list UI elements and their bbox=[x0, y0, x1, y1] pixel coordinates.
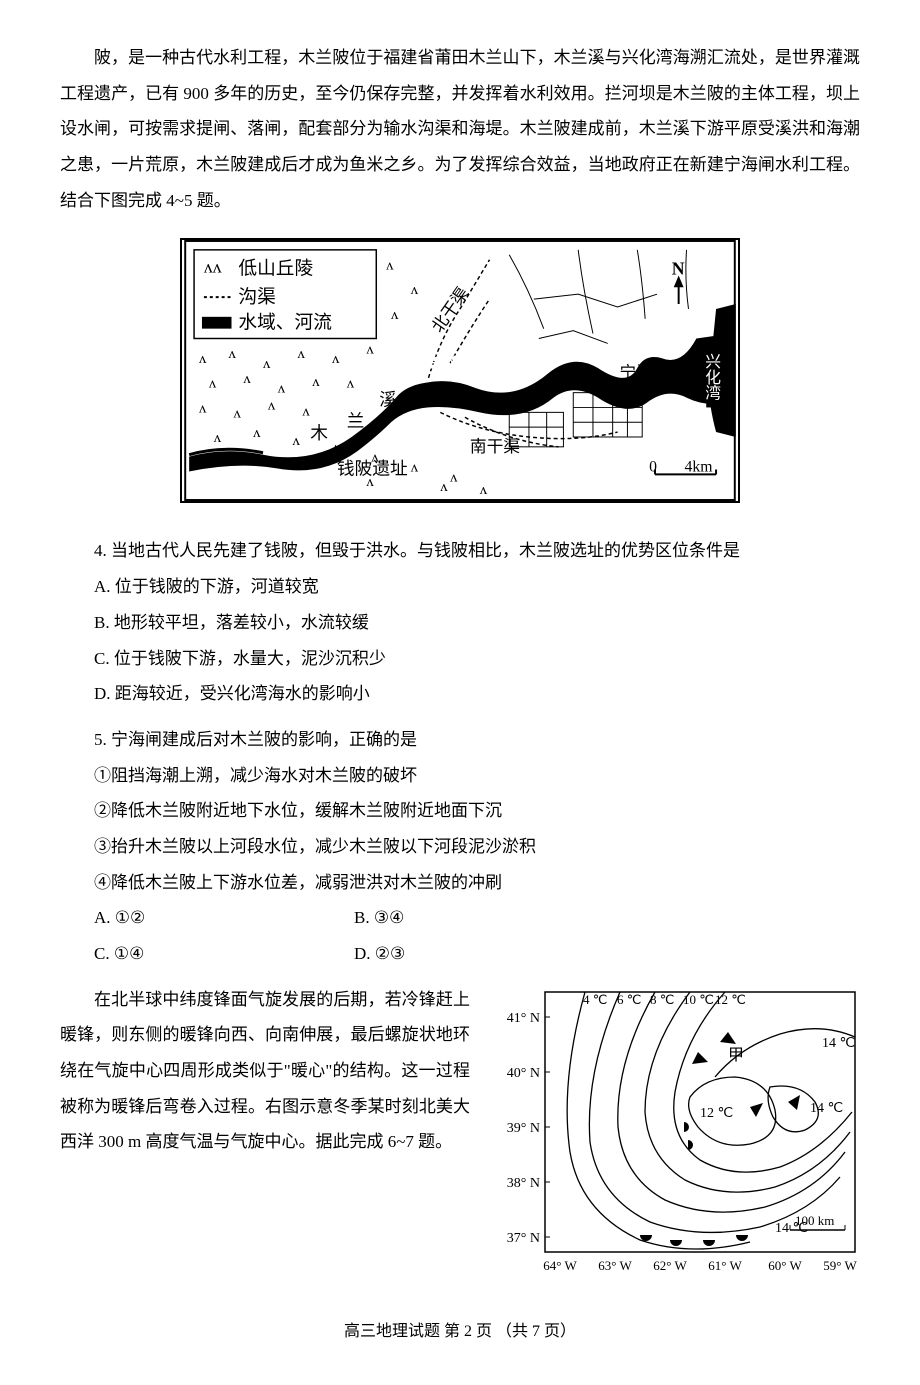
svg-text:ᴧ: ᴧ bbox=[297, 347, 305, 363]
q5-s2: ②降低木兰陂附近地下水位，缓解木兰陂附近地面下沉 bbox=[60, 793, 860, 829]
svg-text:ᴧ: ᴧ bbox=[366, 342, 374, 358]
svg-text:ᴧ: ᴧ bbox=[411, 460, 419, 476]
passage-2-p: 在北半球中纬度锋面气旋发展的后期，若冷锋赶上暖锋，则东侧的暖锋向西、向南伸展，最… bbox=[60, 982, 470, 1160]
q4-prompt: 4. 当地古代人民先建了钱陂，但毁于洪水。与钱陂相比，木兰陂选址的优势区位条件是 bbox=[60, 533, 860, 569]
svg-text:37° N: 37° N bbox=[507, 1231, 540, 1246]
svg-text:ᴧ: ᴧ bbox=[386, 258, 394, 274]
svg-text:ᴧ: ᴧ bbox=[450, 470, 458, 486]
svg-text:ᴧ: ᴧ bbox=[199, 352, 207, 368]
footer-text: 高三地理试题 第 2 页 （共 7 页） bbox=[344, 1323, 576, 1340]
svg-text:10 ℃: 10 ℃ bbox=[683, 992, 714, 1007]
svg-text:ᴧ: ᴧ bbox=[263, 356, 271, 372]
q5-optD: D. ②③ bbox=[320, 936, 580, 972]
svg-text:63° W: 63° W bbox=[598, 1258, 632, 1273]
svg-text:ᴧ: ᴧ bbox=[268, 398, 276, 414]
question-5: 5. 宁海闸建成后对木兰陂的影响，正确的是 ①阻挡海潮上溯，减少海水对木兰陂的破… bbox=[60, 722, 860, 972]
map-svg: ᴧᴧ 低山丘陵 沟渠 水域、河流 ᴧᴧᴧᴧᴧᴧ ᴧᴧᴧᴧᴧ ᴧᴧᴧᴧ ᴧᴧᴧᴧᴧ… bbox=[180, 238, 740, 503]
svg-text:ᴧ: ᴧ bbox=[209, 376, 217, 392]
svg-text:ᴧ: ᴧ bbox=[440, 480, 448, 496]
svg-text:60° W: 60° W bbox=[768, 1258, 802, 1273]
q5-optA: A. ①② bbox=[60, 900, 320, 936]
svg-text:ᴧ: ᴧ bbox=[243, 371, 251, 387]
q5-prompt: 5. 宁海闸建成后对木兰陂的影响，正确的是 bbox=[60, 722, 860, 758]
q5-s4: ④降低木兰陂上下游水位差，减弱泄洪对木兰陂的冲刷 bbox=[60, 865, 860, 901]
q5-s3: ③抬升木兰陂以上河段水位，减少木兰陂以下河段泥沙淤积 bbox=[60, 829, 860, 865]
chart-scale: 100 km bbox=[795, 1213, 834, 1228]
map-label-bay: 兴化湾 bbox=[703, 354, 721, 402]
svg-text:ᴧ: ᴧ bbox=[214, 430, 222, 446]
legend-water-label: 水域、河流 bbox=[238, 313, 332, 334]
map-label-mu: 木 bbox=[310, 423, 328, 443]
page-footer: 高三地理试题 第 2 页 （共 7 页） bbox=[60, 1317, 860, 1341]
q5-optB: B. ③④ bbox=[320, 900, 580, 936]
svg-text:ᴧ: ᴧ bbox=[229, 347, 237, 363]
cyclone-svg: 41° N 40° N 39° N 38° N 37° N 64° W 63° … bbox=[490, 982, 860, 1282]
t12-inner: 12 ℃ bbox=[700, 1106, 733, 1121]
scale-dist: 4km bbox=[685, 459, 713, 476]
svg-text:ᴧ: ᴧ bbox=[233, 406, 241, 422]
map-label-lan: 兰 bbox=[347, 412, 365, 432]
t14-inner: 14 ℃ bbox=[810, 1101, 843, 1116]
svg-text:64° W: 64° W bbox=[543, 1258, 577, 1273]
legend-canals-label: 沟渠 bbox=[238, 287, 276, 308]
q4-optB: B. 地形较平坦，落差较小，水流较缓 bbox=[60, 605, 860, 641]
svg-text:62° W: 62° W bbox=[653, 1258, 687, 1273]
svg-text:ᴧ: ᴧ bbox=[332, 352, 340, 368]
passage-1-p1: 陂，是一种古代水利工程，木兰陂位于福建省莆田木兰山下，木兰溪与兴化湾海溯汇流处，… bbox=[60, 40, 860, 218]
passage-2-row: 在北半球中纬度锋面气旋发展的后期，若冷锋赶上暖锋，则东侧的暖锋向西、向南伸展，最… bbox=[60, 982, 860, 1287]
lat-ticks: 41° N 40° N 39° N 38° N 37° N bbox=[507, 1011, 540, 1246]
q4-optD: D. 距海较近，受兴化湾海水的影响小 bbox=[60, 676, 860, 712]
svg-text:ᴧ: ᴧ bbox=[278, 381, 286, 397]
q4-optA: A. 位于钱陂的下游，河道较宽 bbox=[60, 569, 860, 605]
map-figure: ᴧᴧ 低山丘陵 沟渠 水域、河流 ᴧᴧᴧᴧᴧᴧ ᴧᴧᴧᴧᴧ ᴧᴧᴧᴧ ᴧᴧᴧᴧᴧ… bbox=[60, 238, 860, 508]
map-label-qianpi: 钱陂遗址 bbox=[337, 459, 408, 479]
passage-2-text: 在北半球中纬度锋面气旋发展的后期，若冷锋赶上暖锋，则东侧的暖锋向西、向南伸展，最… bbox=[60, 982, 470, 1160]
map-label-xi: 溪 bbox=[379, 390, 397, 410]
passage-1: 陂，是一种古代水利工程，木兰陂位于福建省莆田木兰山下，木兰溪与兴化湾海溯汇流处，… bbox=[60, 40, 860, 218]
svg-text:39° N: 39° N bbox=[507, 1121, 540, 1136]
map-label-mulanpi: 木兰陂 bbox=[411, 352, 464, 372]
svg-text:ᴧ: ᴧ bbox=[199, 401, 207, 417]
svg-text:ᴧ: ᴧ bbox=[347, 376, 355, 392]
q5-optC: C. ①④ bbox=[60, 936, 320, 972]
svg-text:6 ℃: 6 ℃ bbox=[617, 992, 641, 1007]
cyclone-center-label: 甲 bbox=[728, 1047, 744, 1064]
svg-text:ᴧ: ᴧ bbox=[293, 433, 301, 449]
svg-text:ᴧ: ᴧ bbox=[253, 425, 261, 441]
svg-text:59° W: 59° W bbox=[823, 1258, 857, 1273]
svg-text:38° N: 38° N bbox=[507, 1176, 540, 1191]
cyclone-chart: 41° N 40° N 39° N 38° N 37° N 64° W 63° … bbox=[490, 982, 860, 1287]
map-label-ninghai: 宁海闸 bbox=[620, 363, 670, 382]
svg-text:40° N: 40° N bbox=[507, 1066, 540, 1081]
svg-text:ᴧ: ᴧ bbox=[411, 283, 419, 299]
legend-hill-symbol: ᴧᴧ bbox=[204, 257, 222, 277]
north-label: N bbox=[672, 259, 685, 279]
q5-s1: ①阻挡海潮上溯，减少海水对木兰陂的破坏 bbox=[60, 758, 860, 794]
map-label-south-canal: 南干渠 bbox=[470, 437, 520, 456]
t14a: 14 ℃ bbox=[822, 1036, 855, 1051]
svg-text:ᴧ: ᴧ bbox=[391, 307, 399, 323]
svg-text:4 ℃: 4 ℃ bbox=[583, 992, 607, 1007]
svg-text:8 ℃: 8 ℃ bbox=[650, 992, 674, 1007]
svg-text:ᴧ: ᴧ bbox=[302, 404, 310, 420]
svg-text:61° W: 61° W bbox=[708, 1258, 742, 1273]
lon-ticks: 64° W 63° W 62° W 61° W 60° W 59° W bbox=[543, 1258, 857, 1273]
svg-text:12 ℃: 12 ℃ bbox=[715, 992, 746, 1007]
svg-text:ᴧ: ᴧ bbox=[312, 374, 320, 390]
svg-text:ᴧ: ᴧ bbox=[480, 483, 488, 499]
svg-text:41° N: 41° N bbox=[507, 1011, 540, 1026]
question-4: 4. 当地古代人民先建了钱陂，但毁于洪水。与钱陂相比，木兰陂选址的优势区位条件是… bbox=[60, 533, 860, 711]
legend-hills-label: 低山丘陵 bbox=[238, 259, 313, 280]
q4-optC: C. 位于钱陂下游，水量大，泥沙沉积少 bbox=[60, 641, 860, 677]
